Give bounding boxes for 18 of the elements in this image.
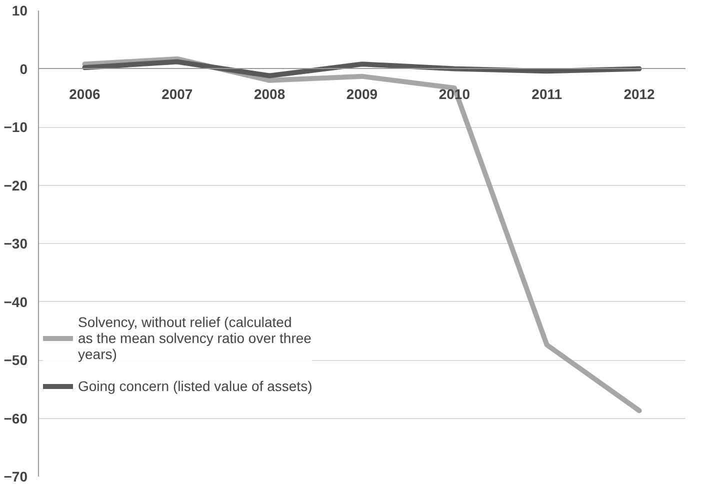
x-tick-label: 2006: [69, 86, 100, 102]
legend-label: Going concern (listed value of assets): [78, 378, 312, 394]
y-tick-label: −60: [4, 410, 28, 426]
y-tick-label: −30: [4, 236, 28, 252]
x-tick-label: 2012: [624, 86, 656, 102]
y-tick-label: −20: [4, 177, 28, 194]
y-tick-label: 10: [12, 2, 28, 18]
y-tick-label: −10: [4, 119, 28, 135]
x-tick-label: 2010: [438, 86, 470, 102]
y-tick-label: 0: [20, 60, 28, 77]
x-tick-label: 2011: [532, 86, 562, 102]
x-tick-label: 2009: [346, 86, 378, 102]
y-tick-label: −40: [4, 294, 28, 310]
y-tick-label: −70: [4, 468, 28, 484]
x-tick-label: 2007: [162, 86, 193, 102]
legend-label: Solvency, without relief (calculated as the mean solvency ratio over three years): [78, 314, 312, 362]
y-tick-label: −50: [4, 352, 28, 368]
x-tick-label: 2008: [254, 86, 286, 102]
